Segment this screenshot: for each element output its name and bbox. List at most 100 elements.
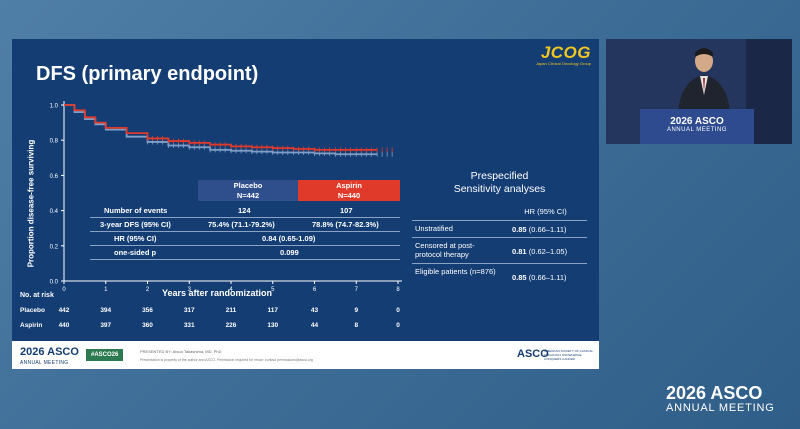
sensitivity-hr: 0.85 <box>512 273 527 282</box>
x-tick-label: 5 <box>271 287 275 293</box>
row-label: HR (95% CI) <box>114 234 157 243</box>
x-tick-label: 7 <box>355 287 359 293</box>
at-risk-value-aspirin: 331 <box>183 322 195 329</box>
x-tick-label: 8 <box>396 287 400 293</box>
jcog-logo-text: JCOG <box>540 43 591 62</box>
y-tick-label: 0.8 <box>50 139 59 145</box>
podium-logo-sub: ANNUAL MEETING <box>666 127 728 133</box>
km-chart: 1.0 0.8 0.6 0.4 0.2 0.00 1 2 3 4 5 6 7 8 <box>50 101 402 293</box>
km-curve-placebo <box>64 104 378 156</box>
sensitivity-ci: (0.62–1.05) <box>528 247 568 256</box>
y-tick-label: 0.0 <box>50 280 59 286</box>
footer-logo-year: 2026 ASCO <box>20 346 79 358</box>
y-tick-label: 0.2 <box>50 244 59 250</box>
at-risk-value-placebo: 356 <box>142 307 153 314</box>
x-tick-label: 3 <box>188 287 192 293</box>
hashtag-badge: #ASCO26 <box>86 349 124 361</box>
slide-title: DFS (primary endpoint) <box>36 63 259 85</box>
aspirin-header-n: N=440 <box>337 190 361 200</box>
sensitivity-row-label: Eligible patients (n=876) <box>415 267 496 276</box>
at-risk-value-placebo: 317 <box>183 307 195 314</box>
presentation-slide: DFS (primary endpoint) JCOG Japan Clinic… <box>12 39 599 369</box>
table-row: 3-year DFS (95% CI) 75.4% (71.1-79.2%) 7… <box>90 218 400 232</box>
at-risk-label-aspirin: Aspirin <box>20 322 43 329</box>
table-row: HR (95% CI) 0.84 (0.65-1.09) <box>90 232 400 246</box>
combined-cell: 0.099 <box>280 248 299 257</box>
at-risk-value-placebo: 442 <box>58 307 70 314</box>
presented-by: PRESENTED BY: Atsuo Takashima, MD, PhD <box>140 349 222 354</box>
sensitivity-row-label: Unstratified <box>415 224 453 233</box>
x-tick-label: 4 <box>229 287 233 293</box>
aspirin-cell: 107 <box>340 206 353 215</box>
table-row: one-sided p 0.099 <box>90 246 400 260</box>
jcog-logo: JCOG Japan Clinical Oncology Group <box>536 43 591 66</box>
row-label: Number of events <box>104 206 168 215</box>
sensitivity-row: Unstratified 0.85 (0.66–1.11) <box>412 220 587 238</box>
placebo-header-n: N=442 <box>236 190 260 200</box>
at-risk-row-placebo: Placebo 442 394 356 317 211 117 43 9 0 <box>12 307 412 317</box>
at-risk-value-placebo: 9 <box>354 307 359 314</box>
at-risk-value-aspirin: 130 <box>267 322 279 329</box>
placebo-cell: 75.4% (71.1-79.2%) <box>208 220 275 229</box>
footer-asco-meeting-logo: 2026 ASCO ANNUAL MEETING <box>20 347 79 369</box>
sensitivity-row-label: Censored at post-protocol therapy <box>415 241 475 259</box>
at-risk-value-aspirin: 0 <box>396 322 400 329</box>
sensitivity-hr: 0.85 <box>512 225 527 234</box>
jcog-logo-sub: Japan Clinical Oncology Group <box>535 61 591 66</box>
at-risk-value-aspirin: 397 <box>100 322 112 329</box>
placebo-header-label: Placebo <box>233 181 263 190</box>
sensitivity-row-value: 0.85 (0.66–1.11) <box>504 225 587 234</box>
at-risk-value-aspirin: 8 <box>354 322 359 329</box>
at-risk-value-placebo: 117 <box>267 307 279 314</box>
sensitivity-title-line1: Prespecified <box>470 170 529 182</box>
at-risk-value-aspirin: 226 <box>225 322 237 329</box>
at-risk-value-aspirin: 44 <box>310 322 319 329</box>
x-axis-label: Years after randomization <box>162 288 273 298</box>
aspirin-header: Aspirin N=440 <box>298 180 400 201</box>
corner-logo-sub: ANNUAL MEETING <box>666 402 775 414</box>
x-tick-label: 0 <box>62 287 66 293</box>
at-risk-title: No. at risk <box>20 292 54 299</box>
row-label: one-sided p <box>114 248 157 257</box>
asco-logo-sub: AMERICAN SOCIETY OF CLINICAL ONCOLOGY KN… <box>544 349 594 361</box>
y-tick-label: 0.4 <box>50 209 59 215</box>
sensitivity-hr-header: HR (95% CI) <box>524 207 567 216</box>
sensitivity-row: Censored at post-protocol therapy 0.81 (… <box>412 237 587 264</box>
at-risk-value-placebo: 394 <box>100 307 112 314</box>
sensitivity-row-value: 0.81 (0.62–1.05) <box>504 247 587 256</box>
at-risk-value-aspirin: 440 <box>58 322 70 329</box>
x-tick-label: 6 <box>313 287 317 293</box>
podium: 2026 ASCO ANNUAL MEETING <box>640 109 754 144</box>
at-risk-value-aspirin: 360 <box>142 322 153 329</box>
placebo-header: Placebo N=442 <box>198 180 298 201</box>
speaker-video: 2026 ASCO ANNUAL MEETING <box>606 39 792 144</box>
asco-logo: ASCO <box>517 348 549 360</box>
sensitivity-ci: (0.66–1.11) <box>528 225 567 234</box>
property-note: Presentation is property of the author a… <box>140 358 313 362</box>
sensitivity-row-value: 0.85 (0.66–1.11) <box>504 273 587 282</box>
at-risk-value-placebo: 211 <box>225 307 237 314</box>
slide-footer: 2026 ASCO ANNUAL MEETING #ASCO26 PRESENT… <box>12 341 599 369</box>
aspirin-cell: 78.8% (74.7-82.3%) <box>312 220 379 229</box>
sensitivity-title: Prespecified Sensitivity analyses <box>412 170 587 196</box>
at-risk-value-placebo: 43 <box>310 307 319 314</box>
combined-cell: 0.84 (0.65-1.09) <box>262 234 316 243</box>
x-tick-label: 2 <box>146 287 150 293</box>
at-risk-label-placebo: Placebo <box>20 307 45 314</box>
sensitivity-title-line2: Sensitivity analyses <box>453 183 546 195</box>
podium-logo-year: 2026 ASCO <box>670 116 724 127</box>
sensitivity-hr: 0.81 <box>512 247 527 256</box>
table-row: Number of events 124 107 <box>90 204 400 218</box>
sensitivity-ci: (0.66–1.11) <box>528 273 567 282</box>
corner-asco-logo: 2026 ASCO ANNUAL MEETING <box>666 384 775 414</box>
x-tick-label: 1 <box>104 287 108 293</box>
at-risk-row-aspirin: Aspirin 440 397 360 331 226 130 44 8 0 <box>12 322 412 332</box>
corner-logo-year: 2026 ASCO <box>666 383 763 403</box>
at-risk-value-placebo: 0 <box>396 307 400 314</box>
y-tick-label: 0.6 <box>50 174 59 180</box>
km-curve-aspirin <box>64 104 378 151</box>
row-label: 3-year DFS (95% CI) <box>100 220 171 229</box>
footer-logo-sub: ANNUAL MEETING <box>20 360 69 366</box>
placebo-cell: 124 <box>238 206 251 215</box>
y-tick-label: 1.0 <box>50 104 59 110</box>
